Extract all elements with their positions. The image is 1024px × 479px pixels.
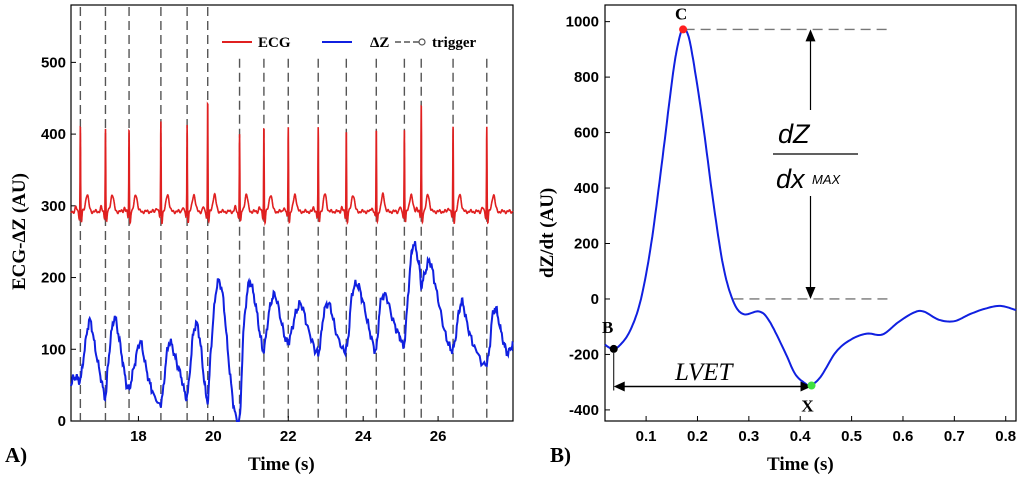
panel-a-legend: ECG ΔZ trigger: [222, 35, 476, 51]
x-tick-label: 24: [355, 428, 372, 445]
panel-b: 0.1 0.2 0.3 0.4 0.5 0.6 0.7 0.8 -400 -200 0 200 400 6…: [537, 4, 1017, 475]
panel-b-label: B): [550, 443, 571, 467]
y-tick-label: 400: [574, 180, 599, 197]
panel-b-frame: [604, 4, 1017, 422]
panel-a-frame: [70, 4, 514, 422]
dzdx-subscript: MAX: [812, 172, 842, 187]
dzdx-denominator: dx: [776, 164, 806, 194]
x-tick-label: 26: [430, 428, 447, 445]
y-tick-label: 500: [41, 54, 66, 71]
x-tick-label: 18: [130, 428, 147, 445]
dzdx-max-arrow: [805, 29, 816, 299]
lvet-arrow-head-right: [800, 381, 812, 392]
arrow-head-up: [805, 29, 816, 42]
point-b-marker: [609, 344, 618, 353]
panel-b-ticks: 0.1 0.2 0.3 0.4 0.5 0.6 0.7 0.8 -400 -200 0 200 400 6…: [566, 14, 1017, 445]
panel-b-markers: B C X: [602, 4, 816, 416]
lvet-arrow-head-left: [613, 381, 625, 392]
y-tick-label: 800: [574, 69, 599, 86]
lvet-arrow: [613, 381, 812, 392]
y-tick-label: -200: [569, 346, 599, 363]
x-tick-label: 20: [205, 428, 222, 445]
y-tick-label: 400: [41, 126, 66, 143]
x-tick-label: 0.5: [841, 428, 862, 445]
point-c-marker: [679, 25, 688, 34]
panel-a: 18 20 22 24 26 0 100 200 300 400 500 ECG ΔZ trigge…: [5, 4, 514, 475]
lvet-label: LVET: [674, 359, 735, 386]
y-tick-label: 300: [41, 198, 66, 215]
panel-a-label: A): [5, 443, 27, 467]
panel-a-ylabel: ECG-ΔZ (AU): [9, 173, 30, 290]
y-tick-label: 200: [41, 270, 66, 287]
y-tick-label: 100: [41, 341, 66, 358]
point-b-label: B: [602, 318, 613, 337]
arrow-head-down: [805, 286, 816, 299]
dzdx-numerator: dZ: [778, 119, 811, 149]
dzdx-max-annotation: dZ dx MAX: [773, 119, 858, 194]
y-tick-label: -400: [569, 402, 599, 419]
x-tick-label: 0.7: [944, 428, 965, 445]
legend-dz-label: ΔZ: [370, 35, 389, 51]
y-tick-label: 0: [58, 413, 66, 430]
legend-ecg-label: ECG: [258, 35, 291, 51]
dz-series-line: [70, 241, 514, 422]
x-tick-label: 0.6: [893, 428, 914, 445]
dzdt-curve: [604, 27, 1017, 388]
x-tick-label: 0.1: [636, 428, 657, 445]
x-tick-label: 0.3: [738, 428, 759, 445]
ecg-series-line: [70, 101, 514, 226]
panel-b-xlabel: Time (s): [767, 454, 834, 475]
panel-a-trigger-lines: [79, 7, 488, 421]
y-tick-label: 600: [574, 125, 599, 142]
panel-b-ylabel: dZ/dt (AU): [537, 188, 558, 278]
x-tick-label: 22: [280, 428, 297, 445]
legend-trigger-label: trigger: [432, 35, 476, 51]
y-tick-label: 200: [574, 236, 599, 253]
x-tick-label: 0.2: [687, 428, 708, 445]
x-tick-label: 0.4: [790, 428, 812, 445]
point-x-marker: [807, 381, 816, 390]
x-tick-label: 0.8: [995, 428, 1016, 445]
y-tick-label: 0: [591, 291, 599, 308]
point-c-label: C: [675, 4, 687, 23]
panel-a-ticks: 18 20 22 24 26 0 100 200 300 400 500: [41, 54, 446, 445]
y-tick-label: 1000: [566, 14, 599, 31]
point-x-label: X: [801, 397, 814, 416]
panel-a-xlabel: Time (s): [248, 454, 315, 475]
legend-trigger-marker: [418, 38, 426, 46]
